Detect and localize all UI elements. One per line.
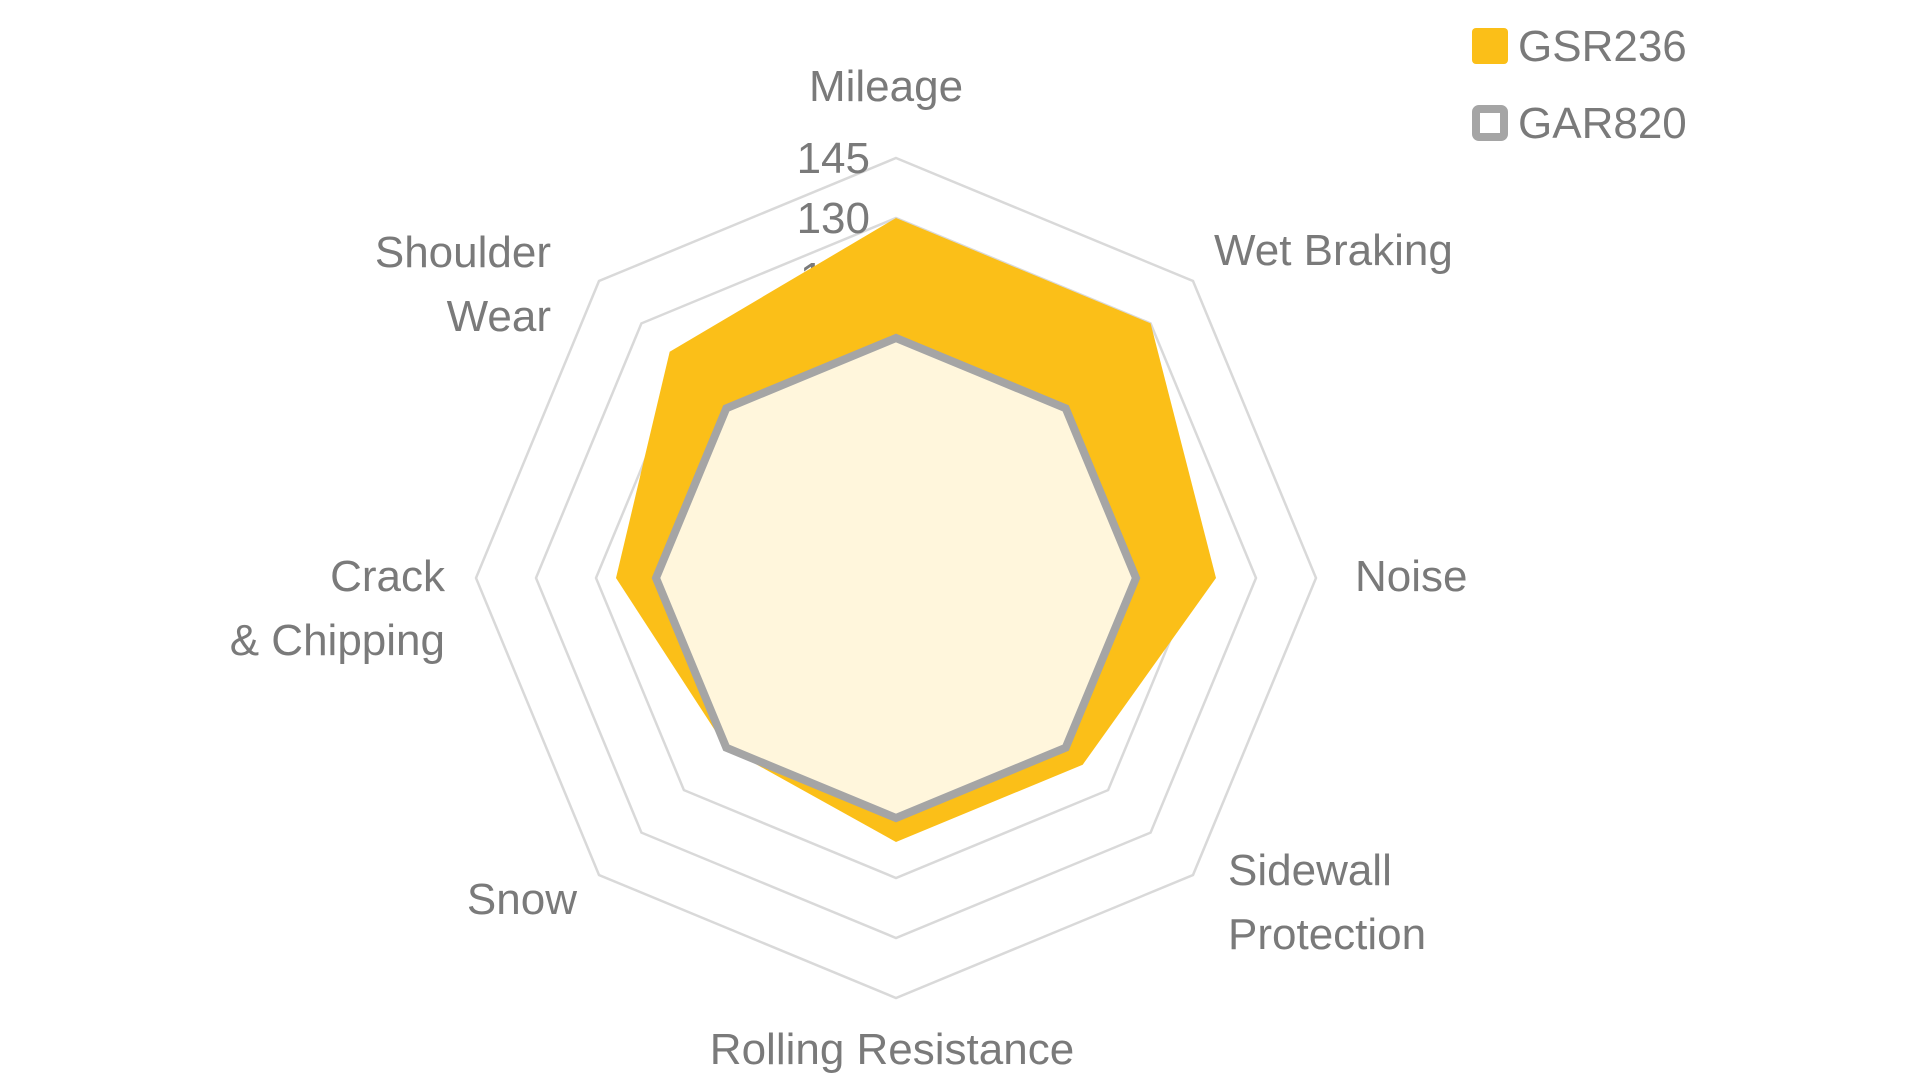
category-label: Sidewall: [1228, 846, 1392, 895]
category-label: Rolling Resistance: [710, 1025, 1074, 1074]
legend-swatch-gsr236: [1472, 28, 1508, 64]
legend-swatch-gar820: [1472, 105, 1508, 141]
category-label: Protection: [1228, 910, 1426, 959]
category-label: Mileage: [809, 62, 963, 111]
category-label: Crack: [330, 552, 446, 601]
category-label: Wet Braking: [1214, 226, 1453, 275]
tick-label: 145: [797, 134, 870, 183]
tick-label: 130: [797, 194, 870, 243]
series-gar820-area: [651, 333, 1141, 823]
category-label: Noise: [1355, 552, 1468, 601]
legend-label-gsr236: GSR236: [1518, 22, 1687, 71]
grid-ring-130: [534, 216, 1258, 940]
legend-label-gar820: GAR820: [1518, 99, 1687, 148]
grid-ring-145: [474, 156, 1318, 1000]
category-label: Shoulder: [375, 228, 551, 277]
category-label: Wear: [447, 292, 551, 341]
category-label: & Chipping: [230, 616, 445, 665]
category-label: Snow: [467, 875, 577, 924]
